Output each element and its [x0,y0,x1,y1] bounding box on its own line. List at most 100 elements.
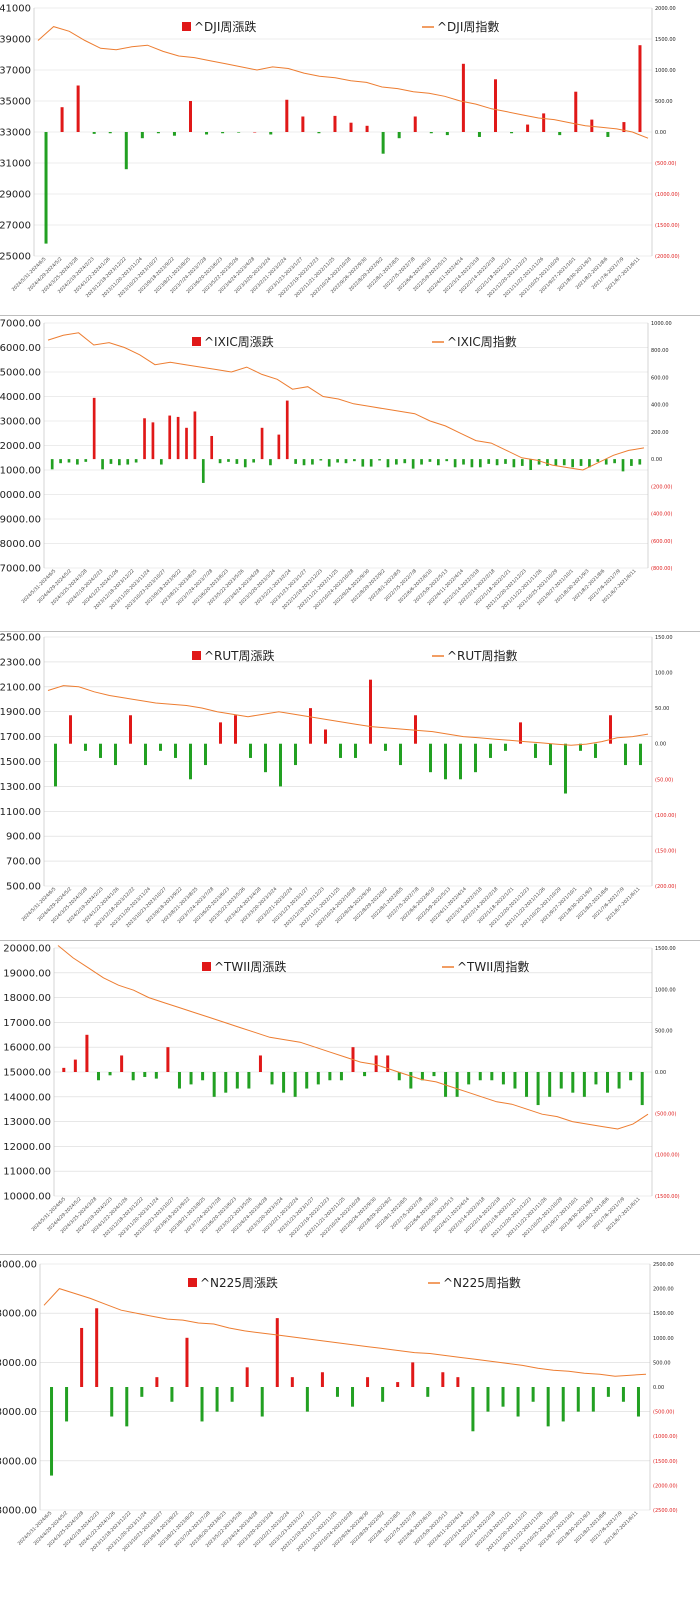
bar [478,1072,482,1081]
bar [159,459,163,465]
right-tick-label: 1000.00 [653,1336,674,1342]
right-tick-label: 0.00 [655,742,666,748]
bar [155,1377,159,1387]
right-tick-label: 600.00 [651,375,669,381]
bar [80,1327,84,1387]
right-tick-label: 2000.00 [655,6,676,12]
bar [624,743,627,766]
right-tick-label: 1500.00 [655,37,676,43]
bar [50,459,54,470]
bar [381,132,385,154]
right-tick-label: (800.00) [651,566,672,572]
bar [294,459,297,464]
right-tick-label: (2000.00) [653,1483,678,1489]
bar [489,743,492,758]
bar [445,459,449,462]
left-tick-label: 15000.00 [0,368,41,379]
right-tick-label: (500.00) [653,1410,674,1416]
bar [294,743,297,766]
right-tick-label: 1500.00 [655,946,676,952]
left-tick-label: 17000.00 [0,319,41,330]
bar [516,1387,520,1417]
bar [129,715,132,744]
left-tick-label: 43000.00 [0,1260,37,1271]
bar [219,722,222,744]
bar [411,1362,415,1387]
legend-bar-label: ^IXIC周漲跌 [204,334,274,349]
bar [143,418,146,460]
bar [461,63,465,132]
bar [426,1387,430,1397]
left-tick-label: 35000 [0,97,31,108]
left-tick-label: 33000.00 [0,1358,37,1369]
bar [285,400,289,460]
bar [526,124,530,132]
bar [510,132,514,134]
bar [353,459,356,462]
left-tick-label: 11000.00 [0,466,41,477]
legend-bar-swatch [182,22,191,31]
bar [604,459,608,465]
bar [534,743,537,758]
bar [293,1072,297,1097]
bar [110,1387,114,1417]
bar [487,459,491,464]
bar [50,1387,54,1476]
bar [305,1387,309,1412]
left-tick-label: 13000.00 [0,417,41,428]
bar [316,1072,320,1085]
bar [462,459,465,465]
bar [378,459,381,461]
bar [243,459,247,468]
bar [396,1382,400,1387]
bar [455,1072,459,1097]
bar [264,743,267,773]
bar [176,416,180,460]
bar [630,459,633,466]
bar [513,1072,517,1089]
bar [92,132,96,134]
left-tick-label: 1900.00 [0,707,41,718]
bar [62,1067,66,1072]
bar [92,397,96,460]
bar [159,743,162,751]
bar [349,122,353,132]
bar [579,459,583,466]
bar [525,1072,529,1097]
left-tick-label: 12000.00 [3,1142,51,1153]
bar [319,459,323,461]
bar [621,1387,625,1402]
bar [95,1308,99,1387]
bar [84,459,88,462]
bar [227,459,230,462]
right-tick-label: (1000.00) [655,1153,680,1159]
left-tick-label: 900.00 [6,832,41,843]
bar [324,729,327,744]
legend-bar-label: ^TWII周漲跌 [214,959,286,974]
bar [354,743,357,758]
bar [177,1072,181,1089]
bar [636,1387,640,1417]
bar [579,743,582,751]
bar [212,1072,216,1097]
right-tick-label: 500.00 [655,1029,673,1035]
left-tick-label: 1300.00 [0,782,41,793]
bar [606,132,610,137]
bar [459,743,462,780]
bar [170,1387,174,1402]
bar [609,715,612,744]
bar [189,1072,193,1085]
bar [249,743,252,758]
bar [558,132,562,136]
right-tick-label: (1500.00) [655,223,680,229]
bar [336,459,339,463]
right-tick-label: 50.00 [655,706,669,712]
bar [617,1072,621,1089]
bar [561,1387,565,1422]
bar [339,743,342,758]
bar [311,459,314,465]
chart-dji: 25000 27000 29000 31000 33000 35000 37000 39000… [0,4,680,300]
right-tick-label: (500.00) [655,1111,676,1117]
right-tick-label: 2500.00 [653,1262,674,1268]
bar [591,1387,595,1412]
